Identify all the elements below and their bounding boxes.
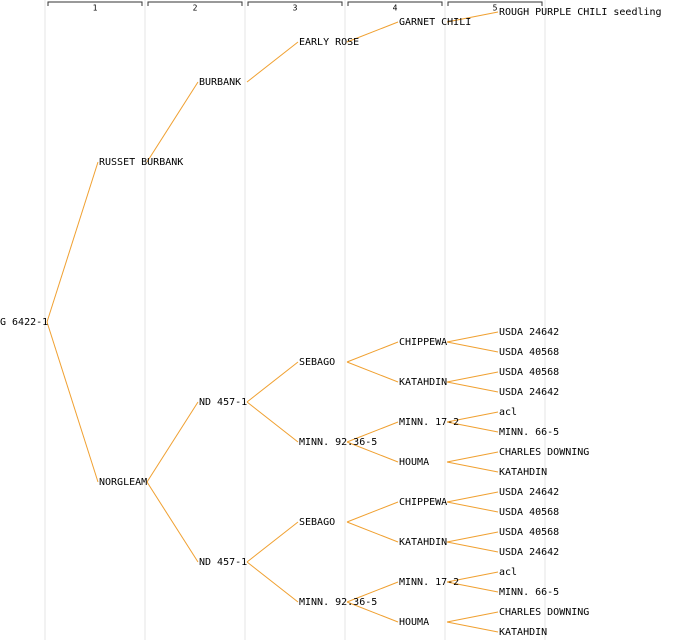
pedigree-edge (446, 411, 499, 423)
generation-header: 2 (193, 4, 198, 13)
pedigree-edge (346, 21, 399, 43)
pedigree-edge (146, 81, 199, 163)
variety-name: NORGLEAM (99, 477, 147, 488)
variety-name: GARNET CHILI (399, 17, 471, 28)
header-bracket (247, 1, 343, 6)
variety-name: SEBAGO (299, 517, 335, 528)
variety-name: CHIPPEWA (399, 337, 447, 348)
pedigree-edge (246, 41, 299, 83)
pedigree-edge (246, 361, 299, 403)
variety-name: USDA 24642 (499, 327, 559, 338)
pedigree-edge (446, 451, 499, 463)
header-bracket (47, 1, 143, 6)
variety-name: USDA 24642 (499, 487, 559, 498)
pedigree-edge (346, 341, 399, 363)
variety-name: RUSSET BURBANK (99, 157, 183, 168)
pedigree-edge (446, 541, 499, 553)
pedigree-edge (346, 421, 399, 443)
pedigree-edge (346, 581, 399, 603)
pedigree-edge (446, 11, 499, 23)
pedigree-edge (446, 621, 499, 633)
variety-name: CHARLES DOWNING (499, 447, 589, 458)
generation-header: 3 (293, 4, 298, 13)
pedigree-edge (346, 361, 399, 383)
variety-name: ROUGH PURPLE CHILI seedling (499, 7, 662, 18)
pedigree-edge (446, 611, 499, 623)
pedigree-edge (446, 341, 499, 353)
pedigree-edge (346, 441, 399, 463)
variety-name: MINN. 17-2 (399, 417, 459, 428)
pedigree-edge (46, 321, 99, 483)
pedigree-edge (346, 521, 399, 543)
variety-name: acl (499, 567, 517, 578)
variety-name: CHIPPEWA (399, 497, 447, 508)
variety-name: KATAHDIN (399, 537, 447, 548)
generation-header: 4 (393, 4, 398, 13)
variety-name: KATAHDIN (499, 467, 547, 478)
variety-name: KATAHDIN (499, 627, 547, 638)
variety-name: KATAHDIN (399, 377, 447, 388)
variety-name: HOUMA (399, 617, 429, 628)
pedigree-edge (446, 501, 499, 513)
variety-name: G 6422-1 (0, 317, 48, 328)
variety-name: USDA 40568 (499, 527, 559, 538)
variety-name: MINN. 92.36-5 (299, 597, 377, 608)
variety-name: MINN. 17-2 (399, 577, 459, 588)
generation-header: 5 (493, 4, 498, 13)
variety-name: MINN. 92.36-5 (299, 437, 377, 448)
pedigree-edge (246, 561, 299, 603)
header-bracket (147, 1, 243, 6)
variety-name: USDA 24642 (499, 547, 559, 558)
variety-name: USDA 40568 (499, 347, 559, 358)
pedigree-edge (446, 491, 499, 503)
variety-name: SEBAGO (299, 357, 335, 368)
variety-name: CHARLES DOWNING (499, 607, 589, 618)
pedigree-edge (146, 481, 199, 563)
pedigree-edge (346, 601, 399, 623)
pedigree-edge (446, 581, 499, 593)
pedigree-edge (446, 531, 499, 543)
variety-name: EARLY ROSE (299, 37, 359, 48)
pedigree-edge (246, 401, 299, 443)
variety-name: ND 457-1 (199, 557, 247, 568)
variety-name: BURBANK (199, 77, 241, 88)
variety-name: USDA 40568 (499, 507, 559, 518)
pedigree-edge (446, 461, 499, 473)
variety-name: MINN. 66-5 (499, 587, 559, 598)
variety-name: USDA 24642 (499, 387, 559, 398)
header-bracket (447, 1, 543, 6)
variety-name: ND 457-1 (199, 397, 247, 408)
variety-name: HOUMA (399, 457, 429, 468)
variety-name: MINN. 66-5 (499, 427, 559, 438)
pedigree-edge (46, 161, 99, 323)
pedigree-edge (446, 421, 499, 433)
pedigree-edge (146, 401, 199, 483)
pedigree-edge (246, 521, 299, 563)
pedigree-edge (446, 571, 499, 583)
pedigree-edge (446, 381, 499, 393)
variety-name: acl (499, 407, 517, 418)
generation-header: 1 (93, 4, 98, 13)
pedigree-edge (346, 501, 399, 523)
variety-name: USDA 40568 (499, 367, 559, 378)
pedigree-edge (446, 371, 499, 383)
pedigree-edge (446, 331, 499, 343)
header-bracket (347, 1, 443, 6)
